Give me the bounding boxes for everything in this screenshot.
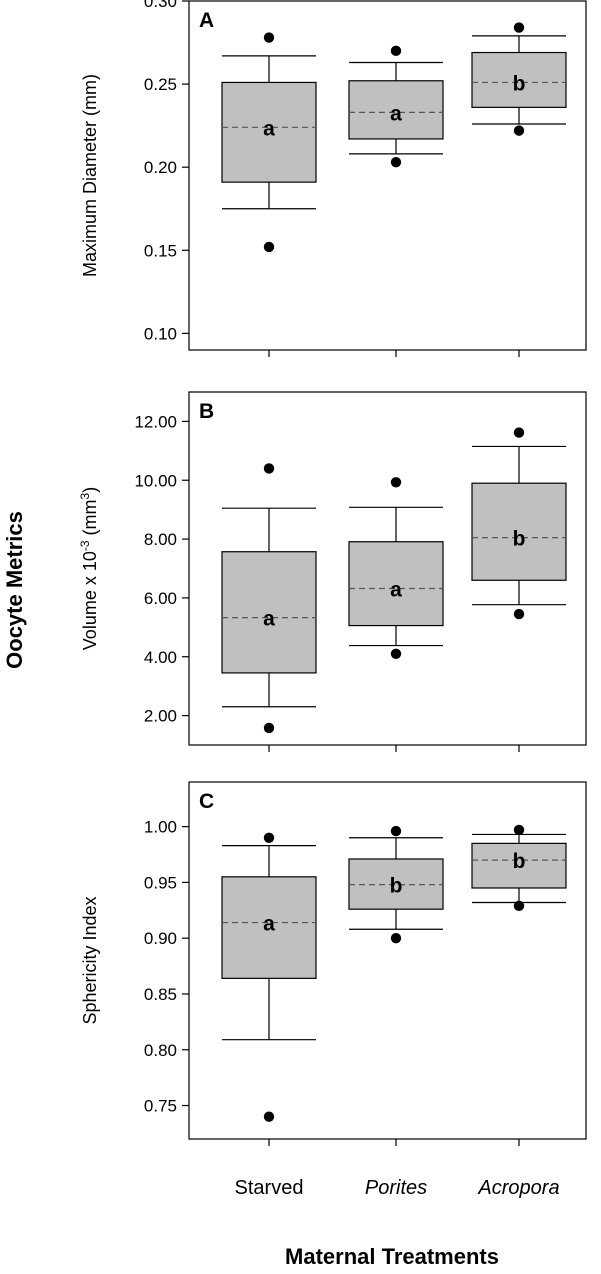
y-tick-label: 0.20 — [144, 158, 177, 177]
outlier-point — [263, 32, 275, 43]
box-starved: a — [221, 32, 317, 253]
plot-frame — [188, 781, 587, 1140]
outlier-point — [513, 22, 525, 33]
panel-letter: C — [199, 790, 214, 813]
figure-y-axis-title: Oocyte Metrics — [2, 511, 27, 669]
significance-letter: a — [390, 579, 402, 602]
box-iqr — [348, 541, 444, 627]
category-label: Acropora — [477, 1177, 559, 1199]
y-axis-label-superscript: -3 — [78, 540, 92, 551]
category-label: Starved — [235, 1177, 304, 1199]
outlier-point — [390, 477, 402, 488]
box-starved: a — [221, 832, 317, 1122]
outlier-point — [390, 825, 402, 837]
y-tick-label: 10.00 — [134, 471, 177, 490]
y-tick-label: 0.80 — [144, 1041, 177, 1060]
box-porites: a — [348, 45, 444, 168]
box-iqr — [471, 842, 567, 889]
significance-letter: b — [513, 72, 526, 95]
outlier-point — [263, 1111, 275, 1122]
outlier-point — [513, 608, 525, 620]
y-axis-label: Maximum Diameter (mm) — [80, 74, 100, 277]
y-axis-label-part: (mm — [80, 499, 100, 540]
significance-letter: b — [513, 850, 526, 873]
outlier-point — [263, 241, 275, 253]
box-acropora: b — [471, 427, 567, 620]
outlier-point — [513, 900, 525, 912]
box-iqr — [221, 876, 317, 979]
box-porites: b — [348, 825, 444, 944]
y-tick-label: 6.00 — [144, 589, 177, 608]
box-starved: a — [221, 463, 317, 734]
y-axis-label: Sphericity Index — [80, 896, 100, 1024]
outlier-point — [390, 157, 402, 168]
chart-panels: 0.10 0.15 0.20 0.25 0.30 A Maximum Diameter (m… — [78, 0, 587, 1146]
y-tick-label: 0.75 — [144, 1097, 177, 1116]
significance-letter: a — [263, 117, 275, 140]
box-iqr — [221, 81, 317, 183]
y-axis-label-part: Volume x 10 — [80, 551, 100, 650]
outlier-point — [513, 427, 525, 438]
outlier-point — [263, 832, 275, 843]
y-axis-label-superscript: 3 — [78, 492, 92, 499]
y-tick-label: 0.85 — [144, 985, 177, 1004]
box-iqr — [471, 51, 567, 108]
plot-frame — [188, 0, 587, 351]
outlier-point — [513, 125, 525, 136]
category-labels: Starved Porites Acropora — [235, 1177, 560, 1199]
outlier-point — [513, 824, 525, 836]
y-tick-label: 0.95 — [144, 873, 177, 892]
y-tick-label: 0.15 — [144, 241, 177, 260]
panel-c: 0.75 0.80 0.85 0.90 0.95 1.00 C Sphericity Inde… — [80, 781, 587, 1146]
significance-letter: a — [390, 102, 402, 125]
y-tick-label: 0.25 — [144, 75, 177, 94]
y-axis-label-part: ) — [80, 487, 100, 493]
y-tick-label: 0.10 — [144, 324, 177, 343]
box-acropora: b — [471, 22, 567, 136]
significance-letter: b — [513, 528, 526, 551]
figure-x-axis-title: Maternal Treatments — [285, 1244, 499, 1269]
plot-frame — [188, 391, 587, 746]
significance-letter: b — [390, 875, 403, 898]
y-tick-label: 2.00 — [144, 707, 177, 726]
outlier-point — [263, 722, 275, 734]
box-porites: a — [348, 477, 444, 660]
significance-letter: a — [263, 608, 275, 631]
y-tick-label: 1.00 — [144, 818, 177, 837]
significance-letter: a — [263, 913, 275, 936]
box-iqr — [471, 482, 567, 581]
outlier-point — [390, 932, 402, 944]
box-iqr — [348, 80, 444, 140]
panel-letter: A — [199, 9, 214, 32]
y-tick-label: 0.30 — [144, 0, 177, 11]
box-acropora: b — [471, 824, 567, 912]
outlier-point — [390, 45, 402, 57]
box-iqr — [221, 551, 317, 674]
outlier-point — [390, 648, 402, 660]
y-axis-label: Volume x 10-3 (mm3) — [78, 487, 100, 650]
y-tick-label: 0.90 — [144, 929, 177, 948]
panel-a: 0.10 0.15 0.20 0.25 0.30 A Maximum Diameter (m… — [80, 0, 587, 357]
y-tick-label: 8.00 — [144, 530, 177, 549]
y-tick-label: 4.00 — [144, 648, 177, 667]
panel-b: 2.00 4.00 6.00 8.00 10.00 12.00 B Volume x 10-3… — [78, 391, 587, 752]
outlier-point — [263, 463, 275, 474]
category-label: Porites — [365, 1177, 427, 1199]
y-tick-label: 12.00 — [134, 412, 177, 431]
panel-letter: B — [199, 400, 214, 423]
